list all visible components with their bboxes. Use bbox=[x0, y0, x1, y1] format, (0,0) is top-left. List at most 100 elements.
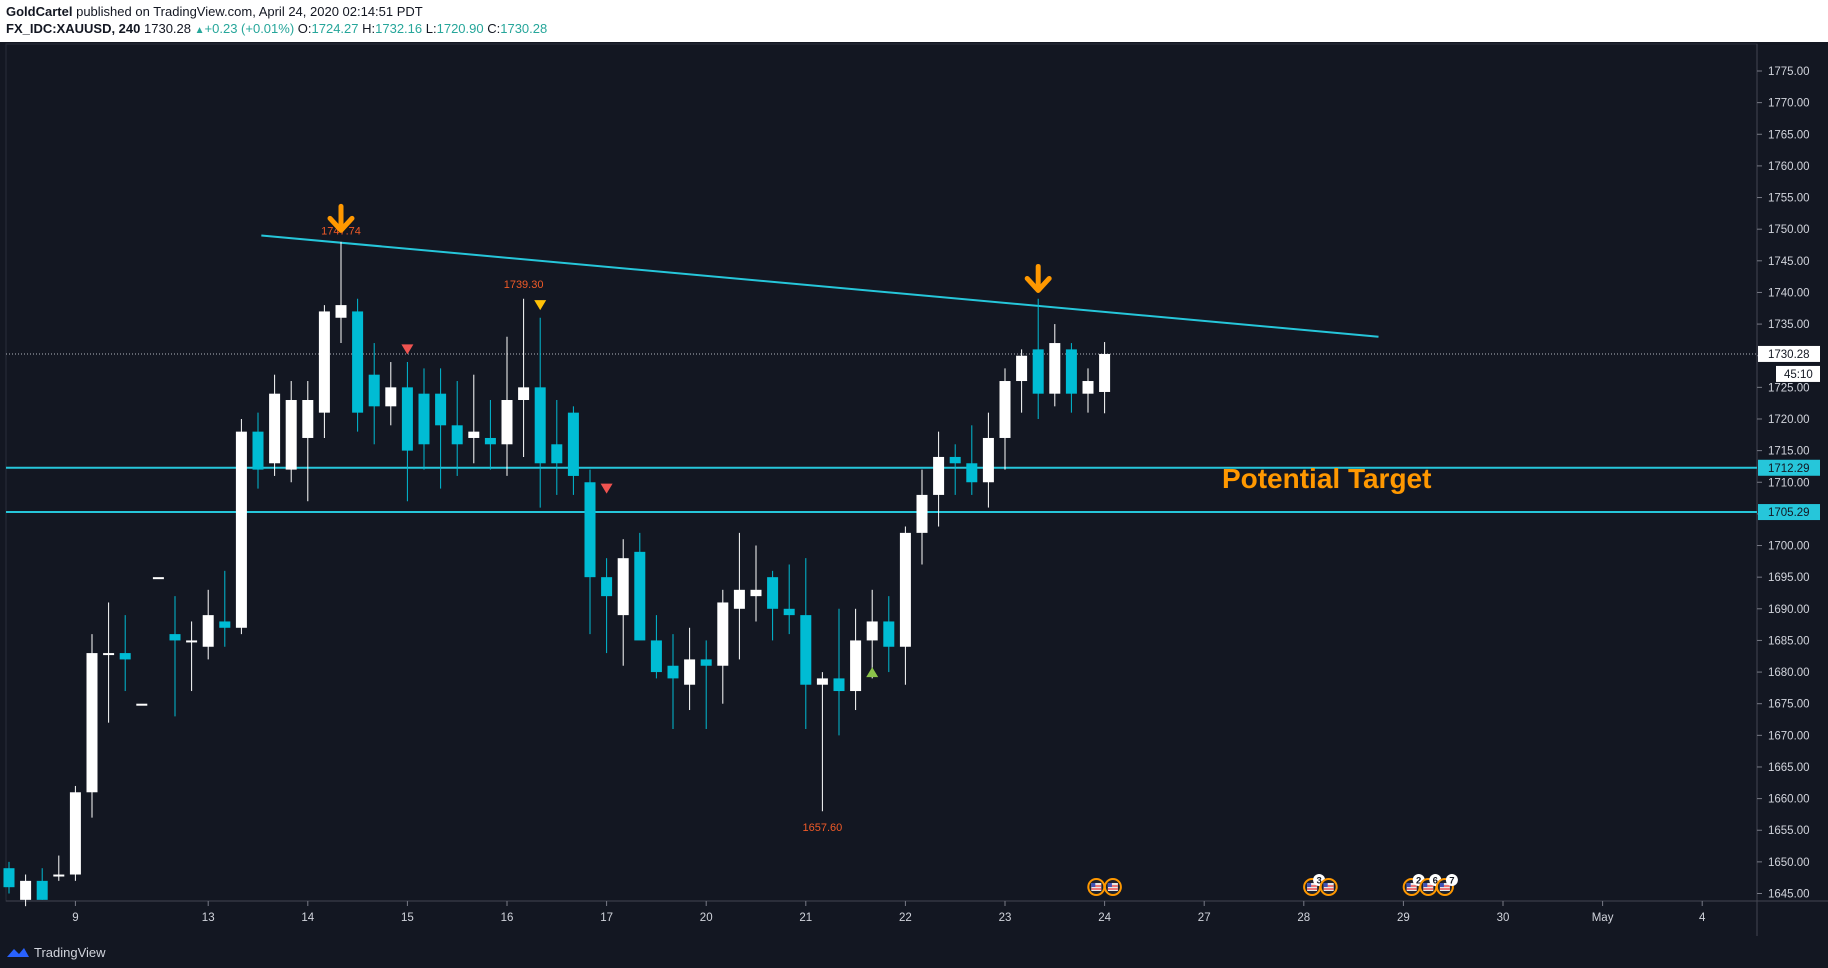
candle[interactable] bbox=[800, 558, 812, 730]
bar-countdown: 45:10 bbox=[1784, 369, 1813, 381]
candle[interactable] bbox=[302, 381, 314, 502]
candle[interactable] bbox=[518, 298, 530, 457]
candle[interactable] bbox=[53, 855, 65, 881]
x-tick-label: 22 bbox=[899, 912, 912, 924]
candle[interactable] bbox=[484, 400, 496, 470]
candle-body bbox=[551, 444, 563, 464]
candle[interactable] bbox=[86, 634, 98, 818]
candle[interactable] bbox=[833, 608, 845, 736]
candle[interactable] bbox=[186, 621, 198, 692]
candle[interactable] bbox=[816, 672, 828, 812]
candle[interactable] bbox=[916, 469, 928, 565]
candle[interactable] bbox=[136, 703, 148, 706]
plot-frame bbox=[5, 43, 1758, 902]
economic-event-icon[interactable] bbox=[1103, 878, 1122, 896]
candle[interactable] bbox=[650, 615, 662, 679]
candle-body bbox=[53, 874, 65, 877]
y-tick-label: 1765.00 bbox=[1768, 129, 1810, 141]
y-tick-label: 1665.00 bbox=[1768, 762, 1810, 774]
candle[interactable] bbox=[152, 577, 164, 580]
candle[interactable] bbox=[933, 431, 945, 527]
candle[interactable] bbox=[982, 412, 994, 508]
y-tick-label: 1645.00 bbox=[1768, 889, 1810, 901]
tradingview-brand[interactable]: TradingView bbox=[34, 945, 106, 960]
candle[interactable] bbox=[252, 412, 264, 489]
candle[interactable] bbox=[385, 362, 397, 426]
candle[interactable] bbox=[1082, 368, 1094, 413]
candle[interactable] bbox=[866, 589, 878, 679]
candle[interactable] bbox=[1065, 343, 1077, 413]
candle[interactable] bbox=[451, 381, 463, 476]
candle[interactable] bbox=[966, 425, 978, 495]
candle[interactable] bbox=[551, 400, 563, 495]
candle[interactable] bbox=[501, 336, 513, 476]
candle[interactable] bbox=[733, 532, 745, 660]
economic-event-icon[interactable]: 7 bbox=[1435, 874, 1458, 896]
flag-canton bbox=[1091, 883, 1096, 887]
candle[interactable] bbox=[617, 539, 629, 666]
candle[interactable] bbox=[534, 317, 546, 508]
candle-body bbox=[733, 589, 745, 609]
candle[interactable] bbox=[999, 368, 1011, 470]
candle[interactable] bbox=[69, 785, 81, 881]
candle-body bbox=[800, 615, 812, 685]
candle[interactable] bbox=[1099, 342, 1111, 414]
tradingview-logo-icon[interactable] bbox=[6, 945, 30, 959]
candle[interactable] bbox=[667, 634, 679, 730]
candle-body bbox=[285, 400, 297, 470]
candle[interactable] bbox=[601, 558, 613, 654]
candle[interactable] bbox=[235, 418, 247, 635]
candle[interactable] bbox=[285, 381, 297, 483]
candle[interactable] bbox=[949, 444, 961, 495]
candle[interactable] bbox=[318, 305, 330, 438]
candle[interactable] bbox=[269, 374, 281, 476]
candle[interactable] bbox=[468, 374, 480, 464]
resistance-trendline[interactable] bbox=[261, 234, 1379, 338]
y-tick-label: 1680.00 bbox=[1768, 667, 1810, 679]
candle[interactable] bbox=[219, 570, 231, 647]
candle[interactable] bbox=[3, 861, 15, 894]
economic-event-icon[interactable] bbox=[1087, 878, 1106, 896]
candle[interactable] bbox=[899, 526, 911, 685]
candle[interactable] bbox=[1016, 349, 1028, 413]
candle[interactable] bbox=[750, 545, 762, 622]
candle[interactable] bbox=[119, 615, 131, 692]
potential-target-annotation[interactable]: Potential Target bbox=[1222, 463, 1432, 494]
candle-body bbox=[650, 640, 662, 673]
symbol-label[interactable]: FX_IDC:XAUUSD, 240 bbox=[6, 21, 141, 36]
candle[interactable] bbox=[684, 627, 696, 711]
author-name[interactable]: GoldCartel bbox=[6, 4, 73, 19]
candle[interactable] bbox=[202, 589, 214, 660]
candle[interactable] bbox=[20, 874, 32, 907]
candle[interactable] bbox=[335, 241, 347, 344]
candle[interactable] bbox=[352, 298, 364, 432]
candle[interactable] bbox=[36, 868, 48, 900]
economic-event-icon[interactable]: 3 bbox=[1303, 874, 1326, 896]
candle-body bbox=[899, 532, 911, 647]
candle-body bbox=[584, 482, 596, 578]
candle-body bbox=[982, 437, 994, 483]
candle[interactable] bbox=[1032, 298, 1044, 419]
economic-event-icon[interactable] bbox=[1319, 878, 1338, 896]
candle[interactable] bbox=[850, 608, 862, 711]
candle-body bbox=[1032, 349, 1044, 394]
candle[interactable] bbox=[783, 564, 795, 635]
candle[interactable] bbox=[567, 406, 579, 495]
candle[interactable] bbox=[634, 532, 646, 641]
candle[interactable] bbox=[700, 640, 712, 730]
candle[interactable] bbox=[717, 589, 729, 704]
candle[interactable] bbox=[418, 368, 430, 470]
candle[interactable] bbox=[883, 596, 895, 673]
candle[interactable] bbox=[435, 368, 447, 489]
x-tick-label: 16 bbox=[501, 912, 514, 924]
candle[interactable] bbox=[584, 469, 596, 635]
candle[interactable] bbox=[103, 602, 115, 723]
economic-event-icon[interactable]: 6 bbox=[1419, 874, 1442, 896]
candle[interactable] bbox=[1049, 324, 1061, 407]
candle[interactable] bbox=[368, 343, 380, 445]
candle[interactable] bbox=[767, 570, 779, 641]
support-price-tag: 1712.29 bbox=[1768, 463, 1810, 475]
candle[interactable] bbox=[401, 362, 413, 502]
candle[interactable] bbox=[169, 596, 181, 717]
